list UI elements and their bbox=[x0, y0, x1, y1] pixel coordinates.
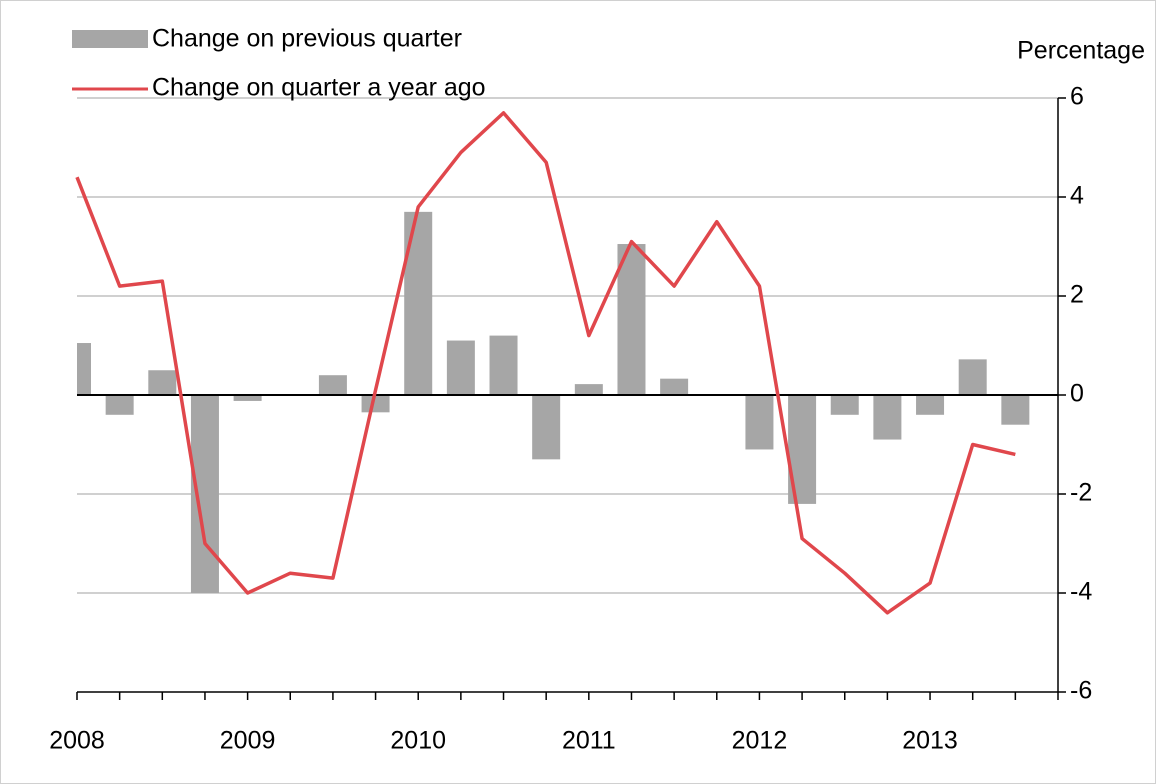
bar bbox=[660, 378, 689, 395]
bar bbox=[489, 335, 518, 395]
line bbox=[75, 111, 1016, 615]
bar bbox=[361, 395, 390, 413]
bars bbox=[77, 211, 1030, 593]
y-tick-label: 6 bbox=[1070, 83, 1084, 111]
x-tick-label: 2009 bbox=[220, 727, 276, 755]
y-tick-label: 2 bbox=[1070, 281, 1084, 309]
bar bbox=[958, 359, 987, 395]
bar bbox=[574, 384, 603, 395]
bar bbox=[446, 340, 475, 395]
bar bbox=[916, 395, 945, 415]
bar bbox=[1001, 395, 1030, 425]
bar bbox=[404, 211, 433, 395]
bar bbox=[318, 375, 347, 395]
legend-swatch bbox=[72, 30, 148, 48]
bar bbox=[77, 343, 91, 395]
overlay: -6 -4 -2 0 2 4 6 2008 2009 2010 2011 2012 2013 bbox=[49, 83, 1092, 755]
legend-label: Change on previous quarter bbox=[152, 25, 462, 53]
legend-label: Change on quarter a year ago bbox=[152, 74, 486, 102]
y-tick-label: -6 bbox=[1070, 677, 1092, 705]
x-tick-label: 2008 bbox=[49, 727, 105, 755]
y-axis-label: Percentage bbox=[1017, 37, 1145, 65]
y-tick-label: -2 bbox=[1070, 479, 1092, 507]
bar bbox=[745, 395, 774, 450]
bar bbox=[617, 244, 646, 395]
x-tick-label: 2010 bbox=[390, 727, 446, 755]
y-tick-label: 0 bbox=[1070, 380, 1084, 408]
x-tick-label: 2013 bbox=[902, 727, 958, 755]
x-tick-label: 2012 bbox=[732, 727, 788, 755]
y-tick-label: -4 bbox=[1070, 578, 1092, 606]
bar bbox=[233, 395, 262, 401]
bar bbox=[148, 370, 177, 395]
bar bbox=[830, 395, 859, 415]
bar bbox=[873, 395, 902, 440]
y-tick-label: 4 bbox=[1070, 182, 1084, 210]
bar bbox=[532, 395, 561, 460]
bar bbox=[105, 395, 134, 415]
x-tick-label: 2011 bbox=[562, 727, 616, 755]
